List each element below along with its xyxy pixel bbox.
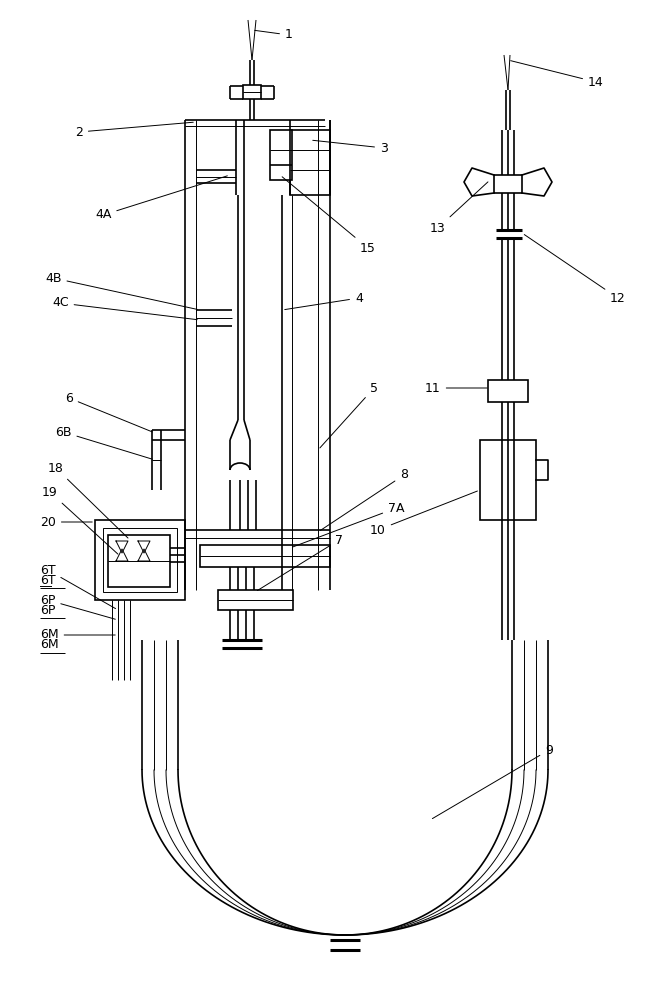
Text: 5: 5 [320, 381, 378, 448]
Text: 6B: 6B [55, 426, 153, 459]
Bar [95, 520, 185, 600]
Text: 18: 18 [48, 462, 128, 538]
Text: 7A: 7A [292, 502, 404, 547]
Text: 4C: 4C [52, 296, 197, 320]
Bar [200, 545, 330, 567]
Text: 7: 7 [257, 534, 343, 591]
Text: 13: 13 [430, 182, 488, 234]
Text: 20: 20 [40, 516, 92, 528]
Text: 8: 8 [320, 468, 408, 530]
Text: 19: 19 [42, 486, 118, 554]
Bar [270, 130, 292, 180]
Text: 6T: 6T [40, 564, 116, 609]
Polygon shape [116, 549, 128, 561]
Text: 6M: 6M [40, 639, 59, 652]
Bar [488, 380, 528, 402]
Text: 6: 6 [65, 391, 153, 432]
Bar [108, 535, 170, 587]
Text: 15: 15 [282, 177, 376, 254]
Polygon shape [138, 541, 150, 553]
Text: 12: 12 [524, 235, 626, 304]
Bar [494, 175, 522, 193]
Bar [218, 590, 293, 610]
Bar [480, 440, 536, 520]
Bar [243, 85, 261, 99]
Polygon shape [116, 541, 128, 553]
Text: 6P: 6P [40, 603, 55, 616]
Text: 6P: 6P [40, 593, 115, 619]
Text: 4A: 4A [95, 176, 227, 222]
Text: 2: 2 [75, 122, 193, 138]
Text: 6T: 6T [40, 574, 56, 586]
Text: 10: 10 [370, 491, 478, 536]
Text: 4B: 4B [45, 271, 197, 309]
Text: 4: 4 [285, 292, 363, 310]
Text: 6M: 6M [40, 629, 115, 642]
Bar [103, 528, 177, 592]
Text: 14: 14 [511, 61, 604, 89]
Bar [290, 130, 330, 195]
Text: 11: 11 [425, 381, 488, 394]
Text: 9: 9 [432, 744, 553, 819]
Polygon shape [138, 549, 150, 561]
Text: 1: 1 [255, 28, 293, 41]
Text: 3: 3 [313, 140, 388, 154]
